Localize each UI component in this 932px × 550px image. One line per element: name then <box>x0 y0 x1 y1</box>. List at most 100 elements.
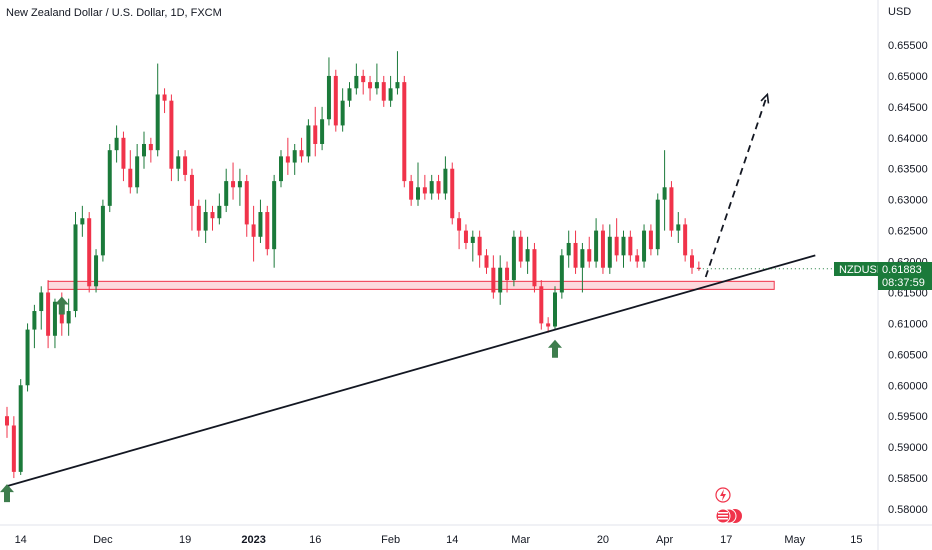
candle[interactable] <box>265 205 270 256</box>
candle[interactable] <box>539 280 544 330</box>
candle[interactable] <box>491 255 496 299</box>
candle[interactable] <box>450 162 455 225</box>
candle[interactable] <box>614 218 619 262</box>
candle[interactable] <box>436 174 441 200</box>
candle[interactable] <box>635 249 640 268</box>
support-zone[interactable] <box>47 280 775 290</box>
candle-body[interactable] <box>183 156 188 175</box>
candle-body[interactable] <box>244 181 249 225</box>
candle-body[interactable] <box>402 82 407 182</box>
candle[interactable] <box>422 174 427 200</box>
events-icons[interactable] <box>715 487 742 524</box>
candle-body[interactable] <box>553 292 557 327</box>
candle[interactable] <box>162 88 167 114</box>
candle-body[interactable] <box>114 137 119 151</box>
candle-body[interactable] <box>409 181 414 200</box>
candle[interactable] <box>292 143 297 175</box>
candle-body[interactable] <box>655 199 660 250</box>
candle[interactable] <box>272 174 277 268</box>
candle[interactable] <box>176 150 181 182</box>
trend-line[interactable] <box>6 254 816 487</box>
candle-body[interactable] <box>272 181 277 250</box>
candle[interactable] <box>621 230 626 268</box>
candle[interactable] <box>532 242 537 293</box>
candle-body[interactable] <box>600 230 605 268</box>
candle-body[interactable] <box>107 150 112 206</box>
candle-body[interactable] <box>642 230 647 262</box>
candle-body[interactable] <box>94 255 99 287</box>
time-axis[interactable]: 14 Dec 19 2023 16 Feb 14 Mar 20 Apr 17 May 15 <box>15 534 863 546</box>
candle-body[interactable] <box>683 224 688 256</box>
candle[interactable] <box>463 224 468 250</box>
candle[interactable] <box>231 162 236 200</box>
candle[interactable] <box>333 69 338 132</box>
candle[interactable] <box>203 199 208 243</box>
candle-body[interactable] <box>505 267 510 281</box>
candle-body[interactable] <box>580 249 585 268</box>
candles[interactable] <box>5 51 701 479</box>
candle[interactable] <box>553 286 557 330</box>
candle-body[interactable] <box>320 119 325 144</box>
candle-body[interactable] <box>662 187 667 200</box>
candle-body[interactable] <box>135 156 140 188</box>
candle[interactable] <box>409 174 414 206</box>
candle-body[interactable] <box>285 156 290 163</box>
candle[interactable] <box>655 193 660 256</box>
candle[interactable] <box>683 218 688 262</box>
candle[interactable] <box>368 75 373 101</box>
candle-body[interactable] <box>237 181 242 188</box>
candle[interactable] <box>142 131 146 169</box>
candle-body[interactable] <box>628 236 633 256</box>
candle-body[interactable] <box>422 187 427 194</box>
candle-body[interactable] <box>189 174 194 206</box>
candle[interactable] <box>505 261 510 293</box>
candle[interactable] <box>100 199 105 262</box>
candle[interactable] <box>600 224 605 274</box>
candle-body[interactable] <box>148 143 153 151</box>
candle-body[interactable] <box>326 75 331 120</box>
candle[interactable] <box>169 94 174 182</box>
candle[interactable] <box>402 75 407 188</box>
candle[interactable] <box>347 82 352 107</box>
candle[interactable] <box>326 57 331 126</box>
candle-body[interactable] <box>395 82 400 89</box>
candle-body[interactable] <box>128 168 133 188</box>
candle-body[interactable] <box>155 94 160 151</box>
candle[interactable] <box>217 193 222 225</box>
candle-body[interactable] <box>676 224 681 231</box>
candle[interactable] <box>374 63 379 95</box>
up-arrow-marker[interactable] <box>54 296 69 315</box>
candle-body[interactable] <box>210 212 215 219</box>
candle[interactable] <box>628 230 633 262</box>
candle-body[interactable] <box>368 82 373 89</box>
candle-body[interactable] <box>162 94 167 101</box>
candle-body[interactable] <box>470 236 475 243</box>
candle[interactable] <box>525 236 530 274</box>
candle-body[interactable] <box>176 156 181 169</box>
candle-body[interactable] <box>25 329 30 386</box>
candle-body[interactable] <box>621 236 626 256</box>
candle[interactable] <box>484 249 489 274</box>
candle-body[interactable] <box>463 230 468 243</box>
projection-line[interactable] <box>704 94 769 278</box>
candle[interactable] <box>388 75 393 107</box>
candle-body[interactable] <box>32 311 37 330</box>
candle-body[interactable] <box>100 205 105 256</box>
candle[interactable] <box>5 406 9 438</box>
candle-body[interactable] <box>340 100 345 126</box>
candle[interactable] <box>18 379 23 475</box>
candle-body[interactable] <box>52 301 57 336</box>
candle[interactable] <box>244 174 249 237</box>
candle[interactable] <box>381 75 386 107</box>
candle-body[interactable] <box>374 82 379 89</box>
candle[interactable] <box>25 323 30 392</box>
candle-body[interactable] <box>587 249 592 262</box>
candle[interactable] <box>648 224 653 256</box>
candle[interactable] <box>573 230 578 274</box>
candle[interactable] <box>306 119 311 163</box>
candle[interactable] <box>361 69 366 95</box>
candle[interactable] <box>128 150 133 194</box>
candle[interactable] <box>155 63 160 157</box>
candle[interactable] <box>566 230 571 268</box>
